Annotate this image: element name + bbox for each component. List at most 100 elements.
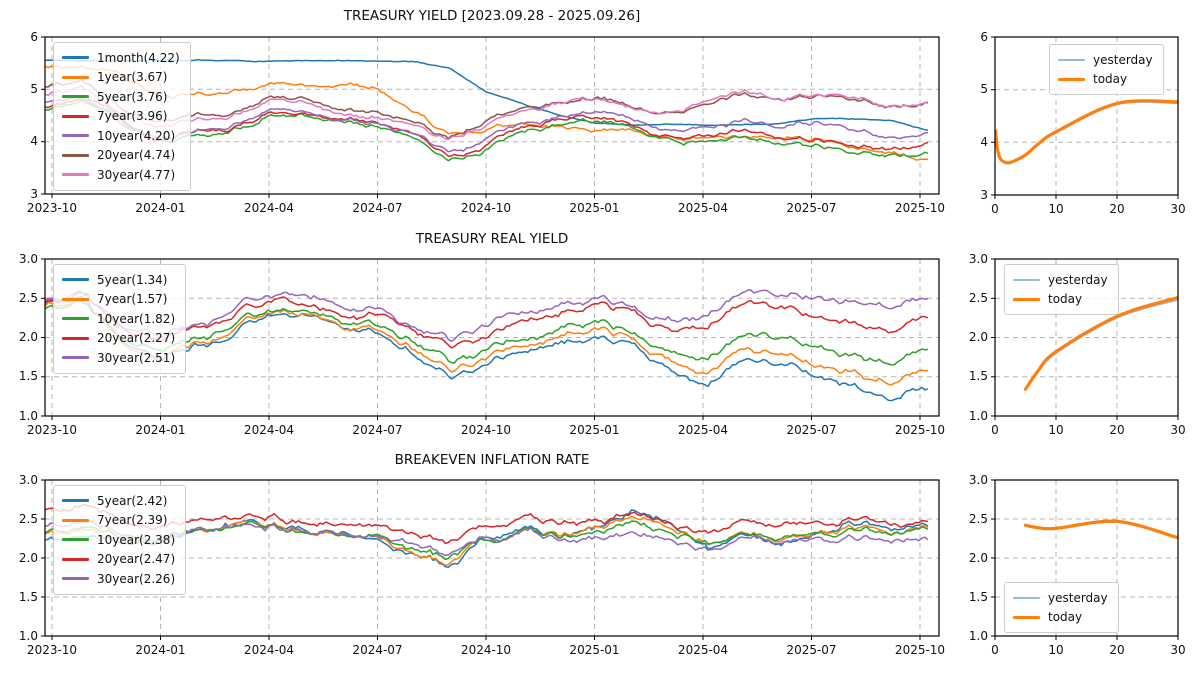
- legend-item-yesterday: yesterday: [1058, 50, 1153, 70]
- y-tick-label: 2.5: [968, 511, 988, 526]
- legend-label: today: [1048, 610, 1083, 625]
- legend-label: yesterday: [1048, 590, 1108, 605]
- legend-label: yesterday: [1093, 52, 1153, 67]
- axes-frame: [994, 479, 1179, 637]
- legend-line-swatch: [62, 356, 89, 360]
- legend-line-swatch: [1013, 278, 1040, 281]
- legend-line-swatch: [1058, 77, 1085, 81]
- legend-line-swatch: [62, 56, 89, 60]
- legend-line-swatch: [1013, 615, 1040, 619]
- x-tick-label: 2025-01: [569, 643, 620, 657]
- legend-label: 1month(4.22): [97, 50, 180, 65]
- legend-line-swatch: [62, 173, 89, 177]
- x-tick-label: 2024-07: [352, 201, 403, 215]
- legend-item-1year: 1year(3.67): [62, 68, 180, 88]
- treasury-yield-history-legend: 1month(4.22) 1year(3.67) 5year(3.76) 7year(…: [53, 42, 191, 191]
- series-line-5year: [45, 98, 929, 162]
- legend-item-today: today: [1058, 70, 1153, 90]
- legend-item-10year: 10year(2.38): [62, 530, 175, 550]
- x-tick-label: 2025-04: [677, 423, 729, 437]
- y-tick-label: 2.5: [968, 290, 988, 305]
- x-tick-label: 30: [1170, 423, 1186, 437]
- chart-title-breakeven-inflation: BREAKEVEN INFLATION RATE: [394, 452, 590, 468]
- axes-frame: [44, 479, 940, 637]
- y-tick-label: 2.0: [968, 330, 988, 344]
- y-tick-label: 1.0: [18, 628, 38, 643]
- x-tick-label: 2024-04: [243, 643, 295, 657]
- y-tick-label: 3.0: [18, 251, 38, 266]
- x-tick-label: 2024-07: [352, 643, 403, 657]
- treasury-yield-curve-legend: yesterday today: [1049, 44, 1164, 95]
- y-tick-label: 6: [980, 29, 988, 44]
- breakeven-inflation-history-plot-area: [45, 480, 939, 636]
- treasury-real-yield-history-legend: 5year(1.34) 7year(1.57) 10year(1.82) 20year…: [53, 264, 187, 374]
- legend-line-swatch: [62, 153, 89, 157]
- legend-item-30year: 30year(2.26): [62, 569, 175, 589]
- y-tick-label: 2.0: [18, 330, 38, 344]
- y-tick-label: 3: [980, 187, 988, 202]
- y-tick-label: 1.5: [968, 369, 988, 384]
- legend-item-20year: 20year(2.47): [62, 550, 175, 570]
- legend-line-swatch: [62, 75, 89, 79]
- x-tick-label: 2025-10: [894, 201, 946, 215]
- y-tick-label: 3.0: [18, 472, 38, 487]
- y-tick-label: 1.5: [968, 589, 988, 604]
- legend-item-today: today: [1013, 290, 1108, 310]
- x-tick-label: 2024-10: [460, 423, 512, 437]
- breakeven-inflation-history-legend: 5year(2.42) 7year(2.39) 10year(2.38) 20year…: [53, 485, 187, 595]
- x-tick-label: 2024-01: [135, 423, 186, 437]
- legend-line-swatch: [62, 499, 89, 503]
- x-tick-label: 2024-01: [135, 201, 186, 215]
- series-line-5year: [45, 296, 929, 402]
- legend-line-swatch: [62, 577, 89, 581]
- legend-line-swatch: [62, 297, 89, 301]
- y-tick-label: 1.5: [18, 369, 38, 384]
- x-tick-label: 20: [1109, 643, 1125, 657]
- legend-item-5year: 5year(3.76): [62, 87, 180, 107]
- legend-label: 7year(2.39): [97, 513, 168, 528]
- legend-label: 30year(4.77): [97, 167, 176, 182]
- x-tick-label: 0: [991, 423, 999, 437]
- legend-label: 7year(1.57): [97, 292, 168, 307]
- legend-label: today: [1093, 72, 1128, 87]
- y-tick-label: 1.0: [968, 628, 988, 643]
- legend-label: 1year(3.67): [97, 70, 168, 85]
- x-tick-label: 2023-10: [26, 643, 78, 657]
- x-tick-label: 0: [991, 202, 999, 216]
- x-tick-label: 2025-07: [786, 423, 837, 437]
- y-tick-label: 4: [30, 134, 38, 149]
- legend-label: 10year(2.38): [97, 532, 176, 547]
- y-tick-label: 3.0: [968, 472, 988, 487]
- legend-label: 10year(1.82): [97, 311, 176, 326]
- legend-item-yesterday: yesterday: [1013, 270, 1108, 290]
- series-line-10year: [45, 95, 929, 153]
- x-tick-label: 2025-10: [894, 423, 946, 437]
- legend-line-swatch: [62, 278, 89, 282]
- legend-item-30year: 30year(4.77): [62, 165, 180, 185]
- legend-item-20year: 20year(4.74): [62, 146, 180, 166]
- x-tick-label: 2023-10: [26, 423, 78, 437]
- legend-line-swatch: [62, 336, 89, 340]
- x-tick-label: 2025-04: [677, 201, 729, 215]
- y-tick-label: 4: [980, 134, 988, 149]
- legend-line-swatch: [62, 518, 89, 522]
- series-line-30year: [45, 84, 929, 141]
- series-line-20year: [45, 291, 929, 349]
- x-tick-label: 10: [1048, 423, 1064, 437]
- legend-line-swatch: [62, 114, 89, 118]
- y-tick-label: 3: [30, 186, 38, 201]
- y-tick-label: 2.5: [18, 511, 38, 526]
- x-tick-label: 2025-01: [569, 201, 620, 215]
- legend-line-swatch: [62, 317, 89, 321]
- legend-line-swatch: [62, 557, 89, 561]
- legend-item-7year: 7year(3.96): [62, 107, 180, 127]
- treasury-yield-history-plot-area: [45, 37, 939, 194]
- legend-label: 20year(2.27): [97, 331, 176, 346]
- x-tick-label: 10: [1048, 202, 1064, 216]
- x-tick-label: 2024-10: [460, 201, 512, 215]
- legend-line-swatch: [1013, 596, 1040, 599]
- legend-label: 20year(2.47): [97, 552, 176, 567]
- treasury-real-yield-curve-legend: yesterday today: [1004, 264, 1119, 315]
